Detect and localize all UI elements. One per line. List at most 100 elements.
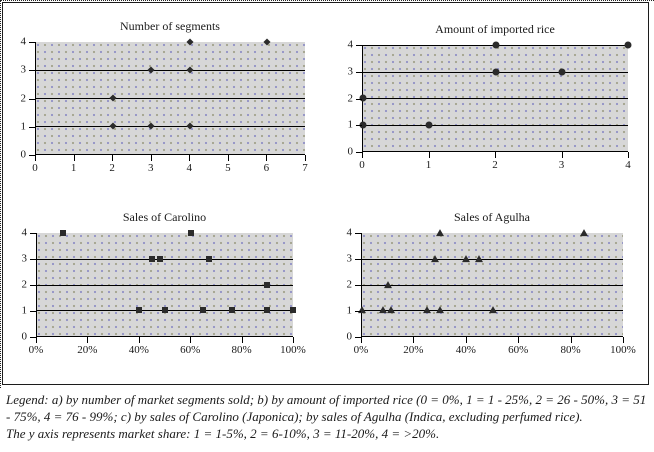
x-tick-label: 100%	[280, 344, 306, 356]
x-tick-mark	[138, 337, 140, 343]
y-tick-mark	[355, 337, 361, 338]
chart-sales-of-agulha: Sales of Agulha 0 1 2 3 4 0% 20% 40% 60% 80% 100%	[347, 210, 636, 356]
data-point	[186, 66, 194, 74]
gridline-y-2	[36, 98, 305, 99]
x-tick-mark	[361, 337, 362, 343]
y-tick-label: 2	[346, 278, 353, 291]
gridline-y-2	[37, 284, 293, 286]
chart-title: Number of segments	[120, 19, 220, 33]
x-tick-mark	[150, 155, 152, 161]
x-tick-mark	[495, 152, 496, 158]
x-tick-mark	[293, 337, 294, 343]
data-point	[109, 122, 117, 130]
data-point	[109, 94, 117, 102]
data-point	[358, 306, 366, 314]
y-tick-mark	[30, 285, 36, 286]
x-tick-label: 60%	[180, 344, 201, 356]
x-tick-label: 20%	[77, 344, 98, 356]
x-tick-mark	[36, 337, 37, 343]
y-tick-label: 3	[21, 252, 28, 265]
chart-amount-of-imported-rice: Amount of imported rice 0 1 2 3 4 0 1 2 3 4	[348, 22, 632, 171]
y-tick-label: 1	[347, 118, 354, 131]
x-tick-label: 7	[302, 162, 308, 174]
x-tick-mark	[465, 337, 467, 343]
gridline-y-2	[362, 284, 623, 286]
y-tick-mark	[30, 233, 36, 234]
y-tick-mark	[355, 259, 361, 260]
legend-line-2: The y axis represents market share: 1 = …	[6, 426, 440, 441]
y-tick-mark	[29, 155, 35, 156]
legend-line-1: Legend: a) by number of market segments …	[6, 392, 647, 424]
x-tick-mark	[428, 152, 430, 158]
data-point	[378, 306, 387, 314]
x-tick-mark	[623, 337, 624, 343]
y-tick-label: 3	[346, 252, 353, 265]
x-tick-mark	[189, 155, 191, 161]
y-tick-mark	[355, 285, 361, 286]
gridline-y-1	[36, 126, 305, 127]
plot-area	[36, 230, 296, 337]
gridline-y-1	[363, 124, 628, 126]
y-tick-label: 0	[20, 148, 27, 161]
x-tick-label: 80%	[231, 344, 252, 356]
data-point	[462, 254, 471, 262]
y-tick-label: 4	[20, 35, 27, 48]
x-tick-mark	[227, 155, 229, 161]
data-point	[475, 254, 484, 262]
dotted-border-left	[0, 0, 1, 388]
x-tick-mark	[305, 155, 306, 161]
data-point	[290, 307, 296, 314]
x-tick-label: 40%	[455, 344, 476, 356]
data-point	[59, 230, 66, 236]
gridline-y-2	[363, 98, 628, 99]
x-tick-mark	[87, 337, 89, 343]
y-tick-label: 2	[347, 92, 354, 104]
x-tick-mark	[266, 155, 268, 161]
y-tick-label: 0	[347, 145, 354, 158]
y-tick-label: 4	[21, 226, 28, 239]
y-tick-label: 4	[347, 38, 354, 51]
chart-title: Sales of Carolino	[122, 210, 207, 224]
x-tick-mark	[241, 337, 243, 343]
y-tick-label: 2	[21, 278, 28, 291]
y-tick-label: 3	[20, 63, 27, 76]
data-point	[263, 38, 271, 46]
chart-title: Sales of Agulha	[454, 210, 530, 224]
data-point	[205, 255, 212, 262]
y-tick-mark	[355, 311, 361, 312]
data-point	[149, 255, 156, 262]
dotted-border-top	[0, 0, 654, 1]
y-tick-label: 1	[21, 304, 28, 317]
y-tick-mark	[30, 311, 36, 312]
chart-sales-of-carolino: Sales of Carolino 0 1 2 3 4 0% 20% 40% 60% 80% 100…	[22, 210, 306, 356]
y-tick-label: 1	[346, 304, 353, 317]
x-tick-label: 0	[359, 159, 365, 171]
y-tick-label: 0	[346, 330, 353, 343]
plot-area	[359, 41, 632, 152]
x-tick-mark	[628, 152, 629, 158]
x-tick-mark	[570, 337, 572, 343]
x-tick-label: 2	[492, 159, 498, 171]
data-point	[200, 307, 207, 314]
y-tick-label: 0	[21, 330, 28, 343]
x-tick-mark	[561, 152, 563, 158]
y-tick-mark	[355, 233, 361, 234]
data-point	[492, 68, 499, 75]
y-tick-mark	[29, 98, 35, 100]
x-tick-label: 0%	[353, 344, 369, 356]
y-tick-mark	[356, 45, 362, 46]
y-tick-mark	[30, 259, 36, 260]
data-point	[162, 307, 168, 314]
x-tick-label: 80%	[560, 344, 581, 356]
y-tick-mark	[356, 152, 362, 153]
x-tick-label: 4	[625, 159, 631, 171]
x-tick-label: 3	[147, 162, 154, 174]
data-point	[624, 41, 632, 49]
y-tick-mark	[29, 126, 35, 128]
y-tick-mark	[356, 98, 362, 100]
y-tick-mark	[30, 337, 36, 338]
x-tick-mark	[518, 337, 520, 343]
plot-area	[358, 229, 623, 337]
data-point	[492, 41, 499, 49]
